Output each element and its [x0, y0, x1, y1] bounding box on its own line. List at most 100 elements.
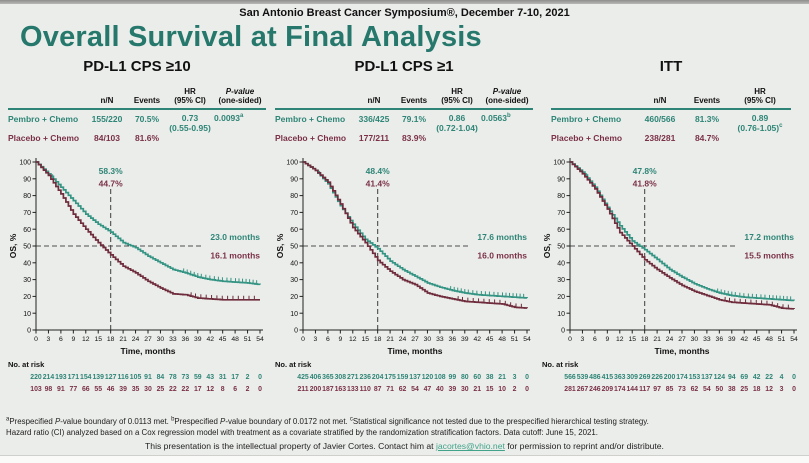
svg-text:200: 200: [664, 374, 676, 381]
svg-text:94: 94: [728, 374, 736, 381]
svg-text:3: 3: [780, 386, 784, 393]
svg-text:6: 6: [326, 336, 330, 343]
svg-text:54: 54: [703, 386, 711, 393]
cell-nn-pembro: 336/425: [358, 113, 390, 124]
curve-placebo: [570, 161, 795, 310]
svg-text:0: 0: [792, 386, 796, 393]
footer-copyright: This presentation is the intellectual pr…: [0, 441, 809, 451]
svg-text:12: 12: [206, 386, 214, 393]
svg-text:144: 144: [626, 386, 638, 393]
svg-text:120: 120: [422, 374, 434, 381]
svg-text:73: 73: [181, 374, 189, 381]
y-axis-label: OS, %: [542, 233, 552, 258]
svg-text:54: 54: [411, 386, 419, 393]
svg-text:42: 42: [206, 336, 214, 343]
svg-text:21: 21: [119, 336, 127, 343]
svg-text:6: 6: [593, 336, 597, 343]
svg-text:171: 171: [68, 374, 80, 381]
svg-text:139: 139: [92, 374, 104, 381]
svg-text:0: 0: [294, 327, 298, 334]
contact-email-link[interactable]: jacortes@vhio.net: [435, 441, 505, 451]
svg-text:66: 66: [82, 386, 90, 393]
svg-text:25: 25: [740, 386, 748, 393]
svg-text:0: 0: [301, 336, 305, 343]
svg-text:12: 12: [82, 336, 90, 343]
censor-ticks-placebo: [190, 292, 255, 300]
svg-text:425: 425: [297, 374, 309, 381]
col-header-events: Events: [395, 80, 433, 110]
svg-text:18: 18: [641, 336, 649, 343]
at-risk-row-pembro: 220 214 193 171 154 139 127 116 105 91 84 78 73 59 43 3…: [30, 374, 262, 381]
panel-title-itt: ITT: [659, 57, 683, 75]
svg-text:60: 60: [23, 227, 31, 234]
svg-text:21: 21: [386, 336, 394, 343]
censor-ticks-pembro: [52, 174, 258, 285]
cell-nn-pembro: 155/220: [91, 113, 123, 124]
svg-text:36: 36: [182, 336, 190, 343]
svg-text:44.7%: 44.7%: [99, 178, 124, 188]
svg-text:246: 246: [589, 386, 601, 393]
svg-text:124: 124: [714, 374, 726, 381]
svg-text:43: 43: [206, 374, 214, 381]
svg-text:226: 226: [651, 374, 663, 381]
cell-nn-pembro: 460/566: [644, 113, 676, 124]
cell-events-placebo: 84.7%: [694, 132, 720, 143]
svg-text:0: 0: [561, 327, 565, 334]
footer-text-pre: This presentation is the intellectual pr…: [145, 441, 436, 451]
cell-hr: 0.73 (0.55-0.95): [169, 112, 211, 134]
svg-text:271: 271: [347, 374, 359, 381]
svg-text:0: 0: [525, 374, 529, 381]
svg-text:90: 90: [23, 176, 31, 183]
svg-text:27: 27: [144, 336, 152, 343]
row-label-placebo: Placebo + Chemo: [551, 132, 623, 143]
svg-text:22: 22: [169, 386, 177, 393]
svg-text:42: 42: [753, 374, 761, 381]
col-header-events: Events: [685, 80, 729, 110]
censor-ticks-placebo: [457, 295, 522, 308]
svg-text:365: 365: [322, 374, 334, 381]
svg-text:36: 36: [449, 336, 457, 343]
svg-text:3: 3: [581, 336, 585, 343]
svg-text:363: 363: [614, 374, 626, 381]
svg-text:45: 45: [486, 336, 494, 343]
svg-text:17.6 months: 17.6 months: [477, 232, 527, 242]
svg-text:17: 17: [194, 386, 202, 393]
svg-text:211: 211: [297, 386, 308, 393]
panels-row: PD-L1 CPS ≥10 n/N Events HR (95% CI) P-va…: [0, 58, 809, 396]
svg-text:30: 30: [691, 336, 699, 343]
svg-text:10: 10: [290, 311, 298, 318]
col-header-nn: n/N: [86, 80, 128, 110]
col-header-pvalue: P-value (one-sided): [214, 80, 266, 110]
svg-text:24: 24: [666, 336, 674, 343]
svg-text:9: 9: [338, 336, 342, 343]
svg-text:21: 21: [498, 374, 506, 381]
svg-text:309: 309: [626, 374, 638, 381]
svg-text:48: 48: [231, 336, 239, 343]
svg-text:48.4%: 48.4%: [366, 166, 391, 176]
svg-text:59: 59: [194, 374, 202, 381]
x-axis-label: Time, months: [654, 346, 709, 356]
median-labels: 23.0 months 16.1 months: [210, 232, 260, 260]
svg-text:33: 33: [703, 336, 711, 343]
svg-text:40: 40: [23, 260, 31, 267]
svg-text:566: 566: [564, 374, 576, 381]
svg-text:38: 38: [728, 386, 736, 393]
col-header-pvalue: P-value (one-sided): [481, 80, 533, 110]
svg-text:22: 22: [765, 374, 773, 381]
cell-events-pembro: 79.1%: [401, 113, 427, 124]
svg-text:539: 539: [577, 374, 589, 381]
svg-text:97: 97: [653, 386, 661, 393]
svg-text:38: 38: [486, 374, 494, 381]
svg-text:415: 415: [602, 374, 614, 381]
footnotes: aPrespecified P-value boundary of 0.0113…: [6, 416, 806, 438]
at-risk-label: No. at risk: [542, 360, 579, 369]
svg-text:50: 50: [557, 243, 565, 250]
svg-text:209: 209: [602, 386, 614, 393]
svg-text:30: 30: [23, 277, 31, 284]
svg-text:60: 60: [557, 227, 565, 234]
curve-pembro: [303, 161, 528, 299]
svg-text:33: 33: [436, 336, 444, 343]
svg-text:25: 25: [157, 386, 165, 393]
